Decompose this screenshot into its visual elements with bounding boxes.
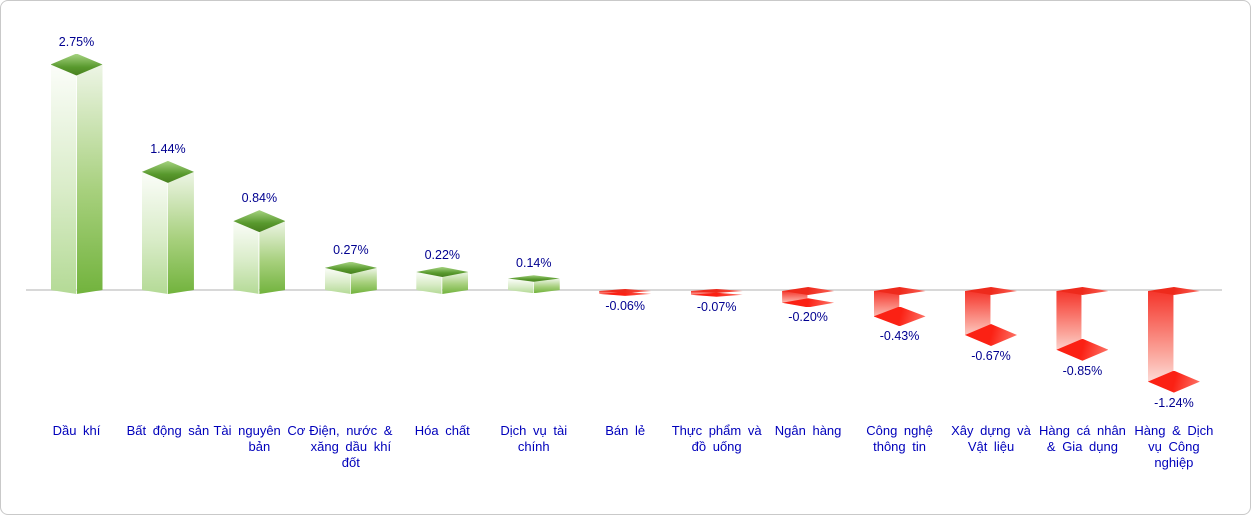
bar-positive[interactable] bbox=[141, 160, 194, 294]
category-label: Ngân hàng bbox=[774, 423, 842, 438]
bar-top-cap bbox=[782, 287, 835, 295]
value-label: -1.24% bbox=[1154, 395, 1194, 410]
value-label: 1.44% bbox=[150, 141, 186, 156]
bar-negative[interactable] bbox=[965, 287, 1017, 346]
category-label: Bán lẻ bbox=[605, 423, 646, 438]
bar-bottom-cap bbox=[965, 323, 1017, 346]
category-label: Hóa chất bbox=[414, 423, 470, 438]
value-label: 0.84% bbox=[241, 191, 278, 206]
bar-right-face bbox=[533, 278, 560, 294]
value-label: 0.14% bbox=[516, 256, 552, 271]
category-label: Dịch vụ tài chính bbox=[500, 423, 568, 454]
bar-bottom-cap bbox=[1056, 338, 1109, 361]
bar-right-face bbox=[167, 171, 194, 294]
bar-right-face bbox=[442, 271, 469, 294]
category-label: Bất động sản bbox=[126, 423, 210, 438]
bar-left-face bbox=[141, 171, 168, 294]
bar-top-cap bbox=[324, 261, 377, 275]
bar-top-cap bbox=[965, 287, 1017, 295]
bar-negative[interactable] bbox=[1056, 287, 1109, 361]
bar-negative[interactable] bbox=[599, 289, 652, 296]
bar-negative[interactable] bbox=[690, 289, 743, 297]
bar-positive[interactable] bbox=[416, 266, 469, 294]
bar-left-face bbox=[507, 278, 534, 294]
value-label: -0.67% bbox=[971, 348, 1011, 363]
bar-negative[interactable] bbox=[873, 287, 926, 327]
bar-top-cap bbox=[690, 289, 743, 293]
bar-top-cap bbox=[233, 210, 286, 233]
bar-right-face bbox=[259, 221, 286, 294]
bar-positive[interactable] bbox=[50, 53, 103, 294]
value-label: -0.20% bbox=[788, 310, 828, 325]
category-label: Hàng & Dịch vụ Công nghiệp bbox=[1134, 423, 1214, 470]
bar-positive[interactable] bbox=[233, 210, 286, 294]
bar-top-cap bbox=[507, 275, 560, 282]
bar-top-cap bbox=[50, 53, 103, 76]
value-label: 0.22% bbox=[424, 247, 461, 262]
category-label: Điện, nước & xăng dầu khí đốt bbox=[309, 423, 393, 470]
bar-negative[interactable] bbox=[782, 287, 835, 308]
category-label: Tài nguyên Cơ bản bbox=[213, 423, 306, 454]
bar-positive[interactable] bbox=[507, 275, 560, 294]
bar-bottom-cap bbox=[690, 292, 743, 297]
bar-left-face bbox=[50, 64, 77, 294]
bar-top-cap bbox=[873, 287, 926, 295]
bar-left-face bbox=[416, 271, 443, 294]
value-label: -0.85% bbox=[1062, 363, 1103, 378]
bar-left-face bbox=[324, 267, 351, 294]
category-label: Thực phẩm và đồ uống bbox=[671, 423, 762, 454]
bar-bottom-cap bbox=[873, 306, 926, 327]
value-label: -0.06% bbox=[605, 298, 645, 313]
bar-top-cap bbox=[416, 266, 469, 277]
bar-bottom-cap bbox=[782, 298, 835, 308]
bar-positive[interactable] bbox=[324, 261, 377, 294]
category-label: Dầu khí bbox=[52, 423, 101, 438]
bar-bottom-cap bbox=[599, 291, 652, 296]
bar-top-cap bbox=[1147, 287, 1200, 295]
bar-top-cap bbox=[141, 160, 194, 183]
category-label: Xây dựng và Vật liệu bbox=[951, 423, 1031, 454]
value-label: 0.27% bbox=[333, 242, 369, 257]
bar-top-cap bbox=[599, 289, 652, 293]
category-label: Hàng cá nhân & Gia dụng bbox=[1038, 423, 1126, 454]
bar-top-cap bbox=[1056, 287, 1109, 295]
bar-right-face bbox=[76, 64, 103, 294]
value-label: -0.07% bbox=[696, 299, 737, 314]
value-label: 2.75% bbox=[58, 34, 95, 49]
category-label: Công nghệ thông tin bbox=[866, 423, 933, 454]
bar-bottom-cap bbox=[1147, 370, 1200, 393]
bar-left-face bbox=[233, 221, 260, 294]
value-label: -0.43% bbox=[879, 329, 920, 344]
bar-negative[interactable] bbox=[1147, 287, 1200, 393]
